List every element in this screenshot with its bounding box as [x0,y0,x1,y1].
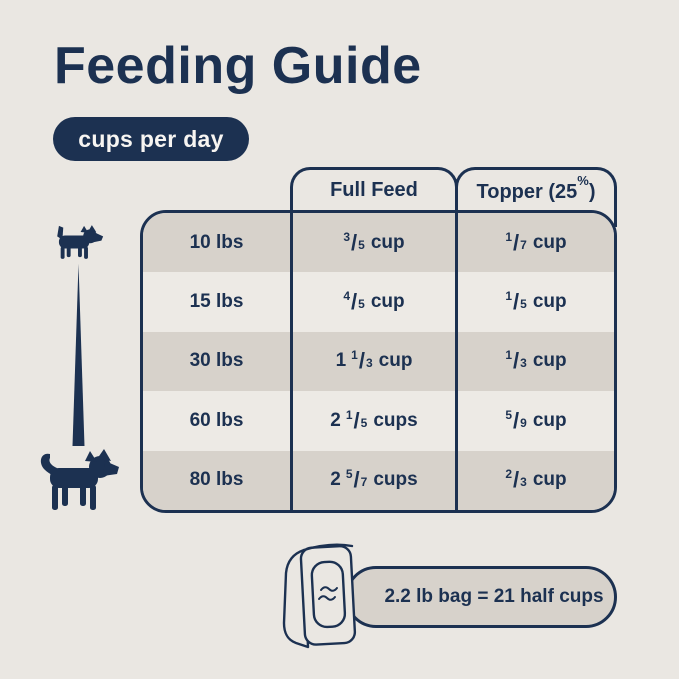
fraction-denominator: 7 [360,475,368,490]
fraction-slash: / [513,289,520,315]
page-title: Feeding Guide [54,37,422,95]
fraction-denominator: 5 [358,237,365,252]
fraction-numerator: 1 [505,289,513,304]
percent-superscript: % [577,173,589,188]
fraction-numerator: 1 [505,348,513,363]
weight-cell: 60 lbs [143,391,290,451]
fraction-slash: / [351,289,358,315]
full-feed-cell: 2 1/5 cups [290,391,455,451]
fraction-slash: / [351,229,358,255]
weight-cell: 80 lbs [143,450,290,510]
subtitle-badge-label: cups per day [78,125,224,152]
fraction-slash: / [513,348,520,374]
fraction-slash: / [513,467,520,493]
fraction-slash: / [353,467,360,493]
unit-label: cup [532,350,567,372]
size-gradient-wedge [72,264,85,446]
unit-label: cup [532,409,567,431]
unit-label: cups [373,409,418,431]
fraction-denominator: 9 [520,415,527,430]
fraction-numerator: 1 [351,348,358,363]
weight-cell: 10 lbs [143,213,290,273]
topper-label: Topper (25%) [476,173,596,203]
fraction-slash: / [513,229,520,255]
fraction-slash: / [513,407,520,433]
topper-cell: 1/7 cup [455,213,614,273]
unit-label: cup [370,231,405,253]
unit-label: cup [370,291,405,313]
fraction-denominator: 3 [520,475,527,490]
fraction-numerator: 5 [345,467,353,482]
small-dog-icon [57,225,104,259]
fraction-numerator: 4 [343,289,351,304]
fraction-numerator: 1 [345,407,353,422]
fraction-denominator: 5 [358,297,365,312]
fraction-denominator: 5 [520,297,527,312]
fraction-numerator: 2 [505,467,513,482]
large-dog-icon [40,449,119,510]
fraction-denominator: 7 [520,237,527,252]
unit-label: cups [373,469,418,491]
full-feed-cell: 1 1/3 cup [290,331,455,392]
fraction-denominator: 3 [365,356,373,371]
subtitle-badge: cups per day [53,117,249,161]
unit-label: cup [532,231,567,253]
topper-cell: 2/3 cup [455,450,614,510]
full-feed-cell: 2 5/7 cups [290,450,455,510]
fraction-numerator: 3 [343,229,351,244]
topper-cell: 1/5 cup [455,272,614,332]
fraction-denominator: 5 [360,415,368,430]
fraction-numerator: 1 [505,229,513,244]
bag-note-text: 2.2 lb bag = 21 half cups [384,586,604,607]
topper-cell: 1/3 cup [455,331,614,392]
full-feed-cell: 4/5 cup [290,272,455,332]
unit-label: cup [532,469,567,491]
unit-label: cup [378,350,413,372]
fraction-slash: / [358,348,365,374]
weight-cell: 15 lbs [143,272,290,332]
full-feed-cell: 3/5 cup [290,213,455,273]
unit-label: cup [532,291,567,313]
feeding-table: 10 lbs 3/5 cup 1/7 cup 15 lbs 4/5 cup 1/5 cu… [140,210,617,513]
fraction-denominator: 3 [520,356,527,371]
fraction-slash: / [353,407,360,433]
food-bag-icon [282,543,357,649]
weight-cell: 30 lbs [143,331,290,392]
full-feed-label: Full Feed [330,179,418,201]
fraction-numerator: 5 [505,407,513,422]
bag-note-pill: 2.2 lb bag = 21 half cups [345,566,617,628]
topper-cell: 5/9 cup [455,391,614,451]
